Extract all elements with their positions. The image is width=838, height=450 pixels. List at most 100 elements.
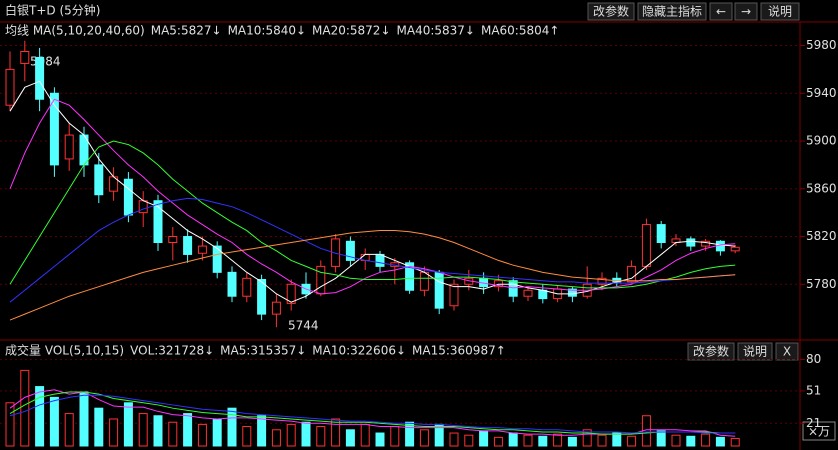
volume-bar (449, 432, 459, 447)
volume-bar (138, 413, 148, 447)
volume-bar (405, 421, 415, 447)
volume-bar (123, 402, 133, 447)
legend-label: VOL:321728↓ (130, 344, 214, 358)
legend-label: 均线 MA(5,10,20,40,60) (5, 24, 145, 38)
ma-line (9, 140, 736, 289)
candle-body (686, 238, 696, 247)
candle-body (316, 265, 326, 295)
candle-body (627, 265, 637, 283)
volume-bar (183, 413, 193, 447)
candle-body (5, 68, 15, 106)
button-label[interactable]: 隐藏主指标 (642, 4, 702, 19)
volume-bar (153, 415, 163, 447)
button-label[interactable]: ← (716, 5, 726, 19)
volume-bar (627, 435, 637, 447)
volume-bar (686, 435, 696, 447)
volume-bar (730, 437, 740, 447)
legend-label: MA40:5837↓ (397, 24, 475, 38)
button-label[interactable]: → (741, 5, 751, 19)
legend-label: 成交量 VOL(5,10,15) (5, 343, 124, 358)
volume-bar (168, 421, 178, 447)
y-tick-label: 5820 (806, 229, 837, 243)
button[interactable]: 改参数 (687, 342, 735, 361)
y-tick-label: 51 (806, 383, 821, 397)
candle-body (567, 288, 577, 297)
volume-bar (508, 432, 518, 447)
candle-body (715, 240, 725, 252)
button[interactable]: → (734, 2, 758, 21)
candle-body (20, 50, 30, 64)
volume-bar (345, 429, 355, 447)
volume-bar (390, 426, 400, 447)
y-tick-label: 5860 (806, 181, 837, 195)
candle-body (331, 238, 341, 267)
button-label[interactable]: 改参数 (693, 344, 729, 359)
candle-body (138, 200, 148, 214)
button-label[interactable]: 说明 (743, 344, 767, 359)
volume-bar (301, 421, 311, 447)
candle-body (257, 279, 267, 315)
candle-body (508, 280, 518, 297)
candle-body (641, 224, 651, 267)
y-tick-label: 5900 (806, 134, 837, 148)
button[interactable]: 隐藏主指标 (637, 2, 707, 21)
volume-bar (671, 434, 681, 447)
volume-bar (582, 429, 592, 447)
volume-bar (612, 432, 622, 447)
volume-bar (109, 418, 119, 447)
volume-bar (375, 432, 385, 447)
volume-bar (493, 436, 503, 447)
ma-line (9, 230, 736, 321)
volume-bar (464, 434, 474, 447)
window-title: 白银T+D (5分钟) (5, 3, 100, 18)
candle-body (523, 289, 533, 297)
button-label[interactable]: 改参数 (593, 4, 629, 19)
legend-label: MA5:315357↓ (220, 344, 306, 358)
volume-bar (257, 415, 267, 447)
legend-label: MA60:5804↑ (481, 24, 559, 38)
volume-bar (597, 434, 607, 447)
candle-body (730, 246, 740, 252)
volume-bar (553, 433, 563, 447)
ma-line (9, 98, 736, 295)
volume-bar (567, 436, 577, 447)
legend-label: MA15:360987↑ (412, 344, 506, 358)
candle-body (493, 280, 503, 288)
button[interactable]: 说明 (760, 2, 800, 21)
volume-bar (227, 407, 237, 447)
ma-line (9, 391, 736, 435)
legend-label: MA20:5872↓ (312, 24, 390, 38)
volume-bar (715, 436, 725, 447)
button[interactable]: ← (709, 2, 733, 21)
button[interactable]: X (775, 342, 799, 361)
volume-bar (286, 423, 296, 447)
volume-bar (197, 423, 207, 447)
volume-bar (331, 418, 341, 447)
volume-bar (64, 413, 74, 447)
candle-body (375, 253, 385, 267)
button[interactable]: 改参数 (587, 2, 635, 21)
candle-body (35, 56, 45, 100)
candle-body (345, 240, 355, 261)
candle-body (153, 200, 163, 243)
candle-body (419, 271, 429, 291)
candle-body (271, 301, 281, 315)
ma-line (9, 197, 736, 303)
candle-body (242, 277, 252, 297)
button-label[interactable]: 说明 (768, 4, 792, 19)
button[interactable]: 说明 (737, 342, 773, 361)
y-tick-label: 80 (806, 352, 821, 366)
volume-bar (79, 391, 89, 447)
volume-bar (212, 418, 222, 447)
volume-bar (360, 423, 370, 447)
ma-line (9, 394, 736, 434)
candle-body (701, 240, 711, 247)
candle-body (656, 224, 666, 243)
candle-body (227, 271, 237, 297)
button-label[interactable]: X (783, 345, 791, 359)
candle-body (597, 277, 607, 285)
candle-body (538, 289, 548, 300)
candle-body (405, 262, 415, 291)
annotation: 5744 (288, 319, 319, 333)
